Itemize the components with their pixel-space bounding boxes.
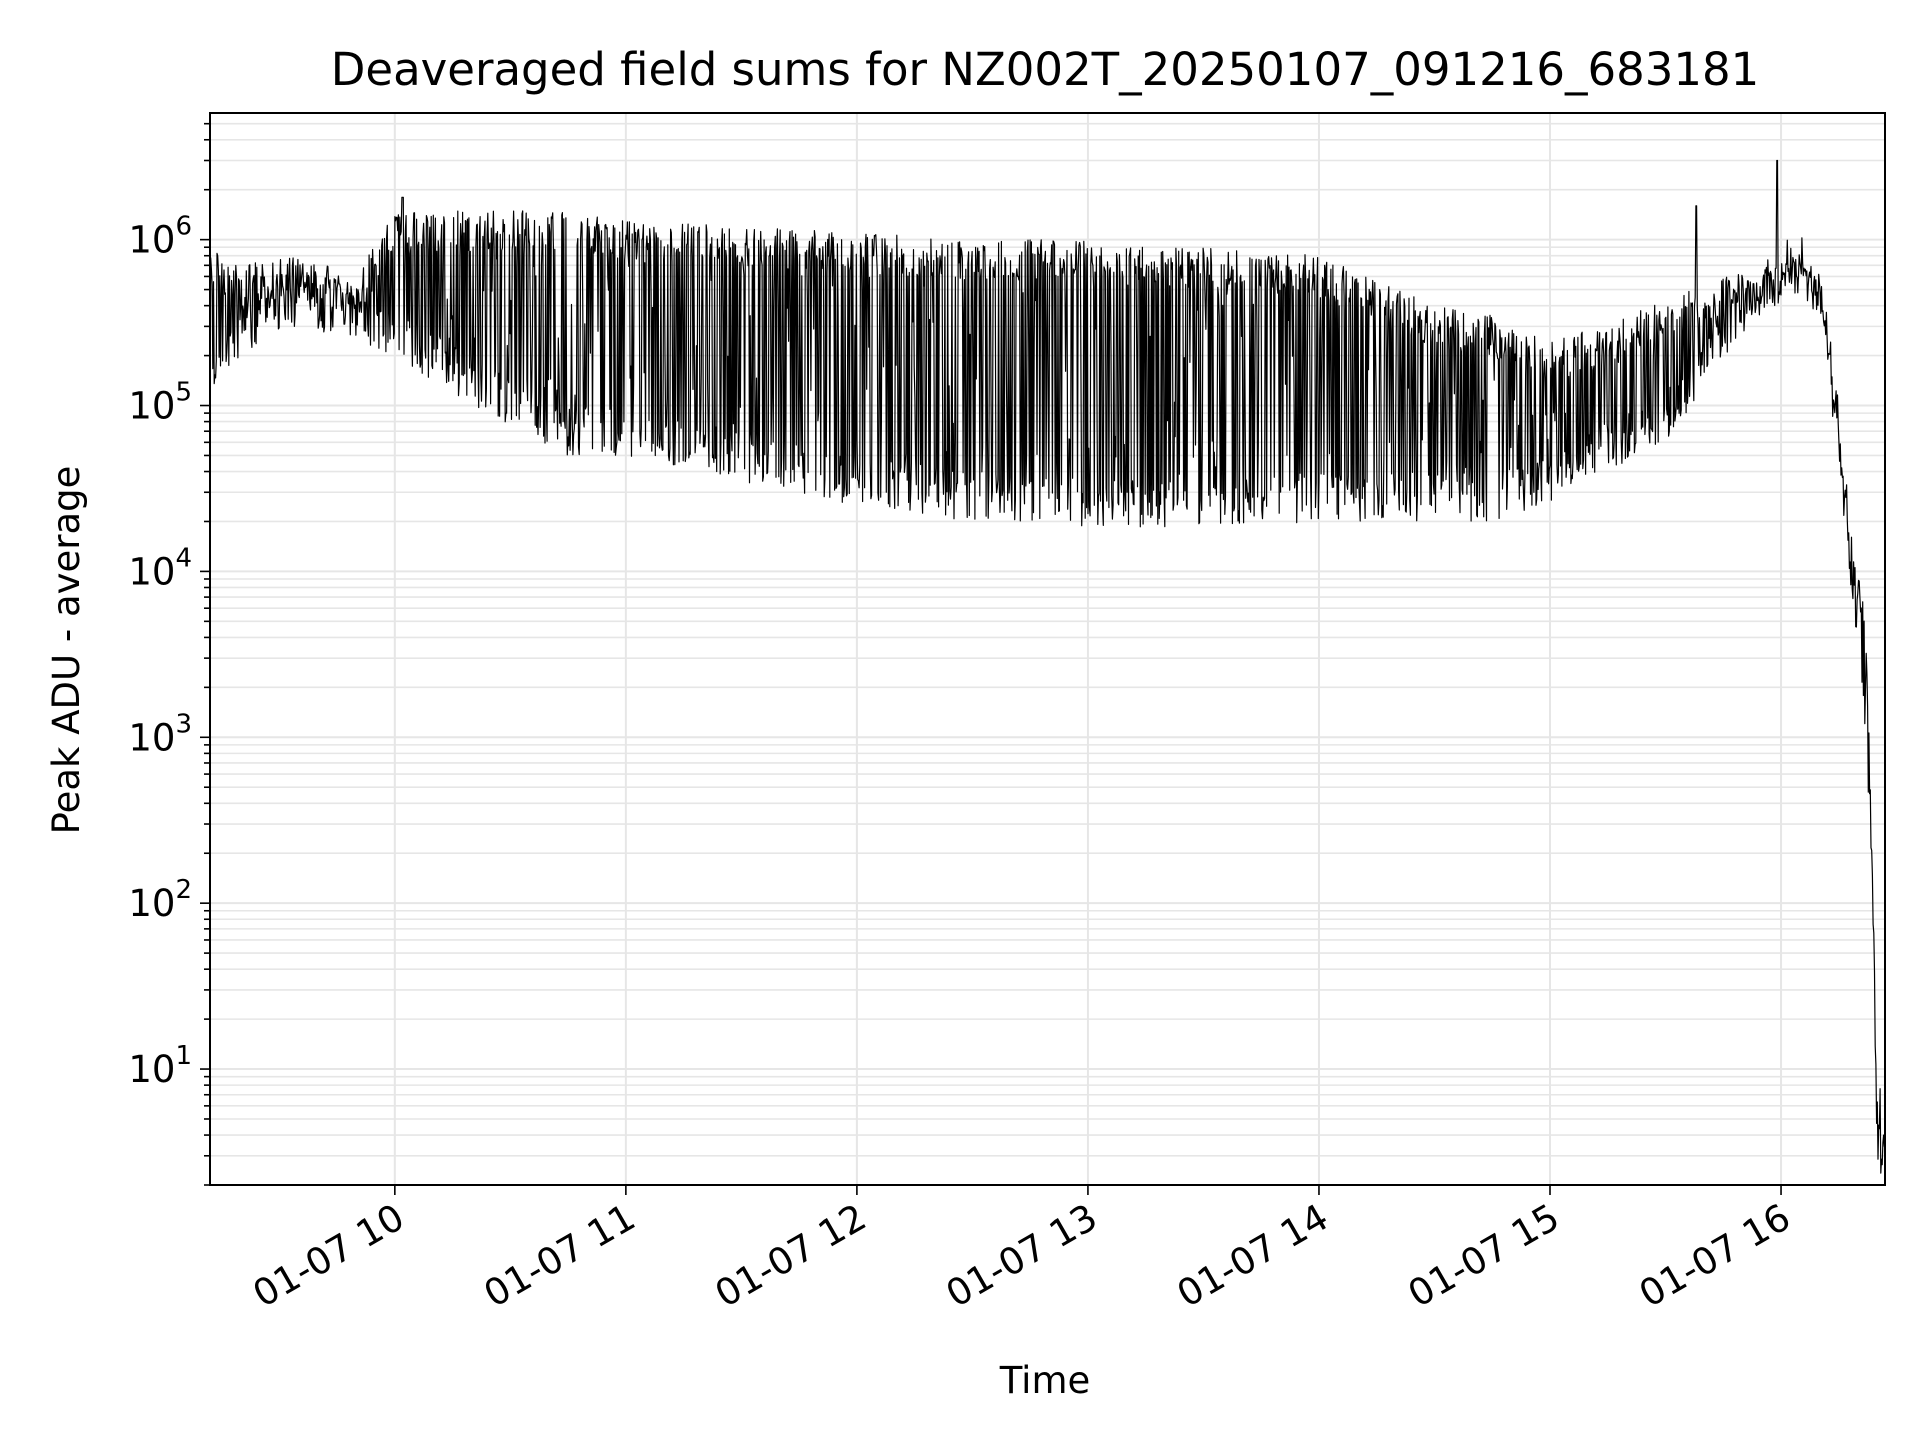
- y-tick-label: 106: [128, 212, 192, 262]
- y-tick-exponent: 4: [175, 543, 192, 573]
- x-axis: 01-07 10 01-07 11 01-07 12 01-07 13 01-07 14…: [246, 1185, 1798, 1316]
- x-tick-label: 01-07 15: [1401, 1196, 1567, 1316]
- y-tick-base: 10: [128, 1048, 175, 1091]
- y-tick-exponent: 3: [175, 709, 192, 739]
- y-tick-exponent: 6: [175, 212, 192, 242]
- y-tick-label: 101: [128, 1041, 192, 1091]
- x-tick-label: 01-07 13: [939, 1196, 1105, 1316]
- y-tick-label: 102: [128, 875, 192, 925]
- y-axis-label: Peak ADU - average: [45, 466, 88, 835]
- y-tick-base: 10: [128, 550, 175, 593]
- x-tick-label: 01-07 10: [246, 1196, 412, 1316]
- y-tick-exponent: 1: [175, 1041, 192, 1071]
- y-tick-label: 105: [128, 378, 192, 428]
- y-tick-label: 103: [128, 709, 192, 759]
- chart-title: Deaveraged field sums for NZ002T_2025010…: [331, 43, 1760, 96]
- x-tick-label: 01-07 12: [708, 1196, 874, 1316]
- x-tick-label: 01-07 16: [1632, 1196, 1798, 1316]
- x-tick-label: 01-07 14: [1170, 1196, 1336, 1316]
- series-line: [209, 159, 1886, 1174]
- data-series-line: [209, 159, 1886, 1174]
- y-tick-base: 10: [128, 385, 175, 428]
- y-tick-exponent: 5: [175, 378, 192, 408]
- y-tick-exponent: 2: [175, 875, 192, 905]
- x-axis-label: Time: [999, 1359, 1091, 1402]
- y-tick-label: 104: [128, 543, 192, 593]
- x-tick-label: 01-07 11: [477, 1196, 643, 1316]
- y-tick-base: 10: [128, 716, 175, 759]
- y-tick-base: 10: [128, 882, 175, 925]
- y-tick-base: 10: [128, 219, 175, 262]
- plot-frame: [209, 112, 1886, 1186]
